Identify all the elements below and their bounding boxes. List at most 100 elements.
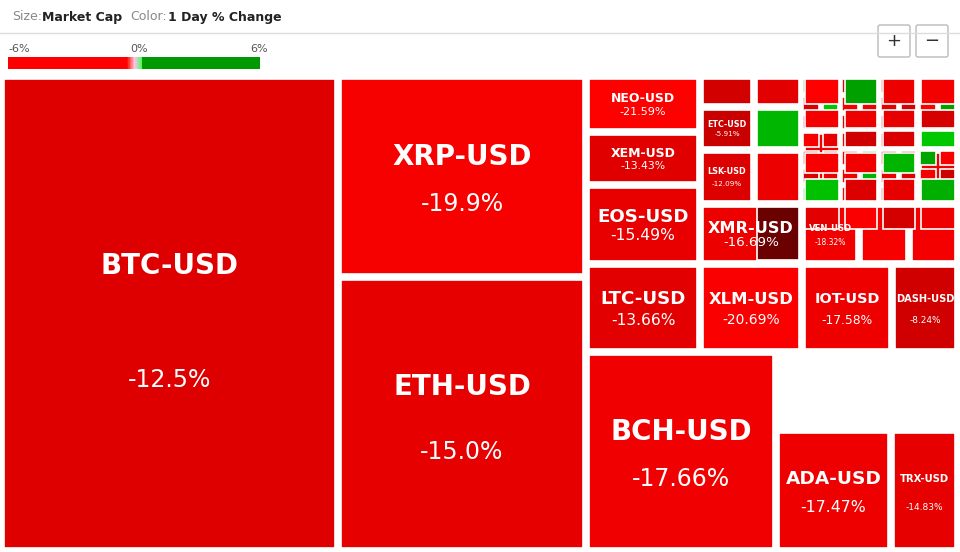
Bar [842, 187, 857, 201]
Text: -12.09%: -12.09% [712, 181, 742, 187]
Bar [881, 151, 897, 165]
Bar [920, 115, 935, 129]
Text: XMR-USD: XMR-USD [708, 221, 794, 236]
Text: 1 Day % Change: 1 Day % Change [168, 10, 281, 24]
Bar [703, 110, 751, 147]
Bar [920, 79, 935, 93]
Text: -13.66%: -13.66% [611, 312, 675, 327]
Bar [757, 207, 799, 260]
Text: -21.59%: -21.59% [620, 107, 666, 116]
Bar [823, 115, 838, 129]
Bar [895, 267, 955, 349]
FancyBboxPatch shape [878, 25, 910, 57]
Bar [703, 207, 799, 261]
Bar [861, 151, 877, 165]
Text: -14.83%: -14.83% [905, 503, 944, 512]
Bar [920, 187, 935, 201]
Bar [805, 267, 889, 349]
Bar [341, 280, 583, 548]
Text: IOT-USD: IOT-USD [814, 293, 879, 306]
Text: -20.69%: -20.69% [722, 313, 780, 327]
Bar [912, 207, 955, 261]
Text: LTC-USD: LTC-USD [600, 290, 685, 309]
Bar [940, 79, 955, 93]
Bar [842, 151, 857, 165]
Bar [589, 188, 697, 261]
Bar [803, 169, 819, 183]
Bar [883, 110, 915, 128]
Bar [823, 79, 838, 93]
Bar [703, 153, 751, 201]
Bar [900, 187, 916, 201]
Bar [900, 115, 916, 129]
Bar [921, 131, 955, 147]
Text: 6%: 6% [250, 44, 268, 54]
Bar [805, 153, 839, 173]
Text: Size:: Size: [12, 10, 42, 24]
Bar [940, 187, 955, 201]
Bar [920, 151, 935, 165]
Bar [940, 115, 955, 129]
Text: ADA-USD: ADA-USD [785, 470, 881, 487]
Text: EOS-USD: EOS-USD [597, 208, 688, 226]
Bar [920, 97, 935, 111]
Text: -5.91%: -5.91% [714, 131, 740, 137]
FancyBboxPatch shape [916, 25, 948, 57]
Bar [921, 153, 955, 201]
Bar [845, 153, 877, 173]
Text: BTC-USD: BTC-USD [101, 252, 238, 280]
Bar [779, 433, 888, 548]
Bar [703, 79, 751, 104]
Bar [757, 110, 799, 147]
Bar [589, 267, 697, 349]
Text: +: + [886, 32, 901, 50]
Text: DASH-USD: DASH-USD [896, 294, 954, 304]
Bar [341, 79, 583, 274]
Bar [883, 179, 915, 201]
Bar [881, 115, 897, 129]
Text: BCH-USD: BCH-USD [611, 418, 752, 446]
Bar [803, 79, 819, 93]
Bar [862, 207, 906, 261]
Bar [823, 97, 838, 111]
Text: -15.0%: -15.0% [420, 440, 504, 464]
Text: -13.43%: -13.43% [620, 161, 665, 171]
Text: LSK-USD: LSK-USD [708, 167, 746, 176]
Bar [845, 110, 877, 128]
Text: -19.9%: -19.9% [420, 192, 504, 216]
Bar [823, 133, 838, 147]
Text: -6%: -6% [8, 44, 30, 54]
Bar [881, 169, 897, 183]
Text: TRX-USD: TRX-USD [900, 474, 949, 484]
Bar [921, 179, 955, 201]
Bar [803, 115, 819, 129]
Bar [4, 79, 335, 548]
Bar [883, 79, 915, 104]
Bar [883, 131, 915, 147]
Bar [883, 153, 915, 173]
Bar [589, 135, 697, 182]
Bar [805, 207, 856, 261]
Bar [842, 115, 857, 129]
Bar [900, 169, 916, 183]
Bar [805, 79, 839, 104]
Bar [861, 115, 877, 129]
Bar [803, 97, 819, 111]
Bar [881, 97, 897, 111]
Bar [881, 79, 897, 93]
Bar [921, 207, 955, 229]
Bar [881, 187, 897, 201]
Bar [845, 79, 877, 104]
Bar [900, 151, 916, 165]
Bar [805, 179, 839, 201]
Text: −: − [924, 32, 940, 50]
Bar [845, 131, 877, 147]
Bar [900, 97, 916, 111]
Text: -16.69%: -16.69% [723, 236, 779, 248]
Text: NEO-USD: NEO-USD [611, 92, 675, 105]
Bar [757, 153, 799, 201]
Text: -12.5%: -12.5% [128, 368, 211, 392]
Text: -17.66%: -17.66% [632, 467, 730, 491]
Bar [589, 355, 773, 548]
Text: -17.47%: -17.47% [801, 500, 866, 514]
